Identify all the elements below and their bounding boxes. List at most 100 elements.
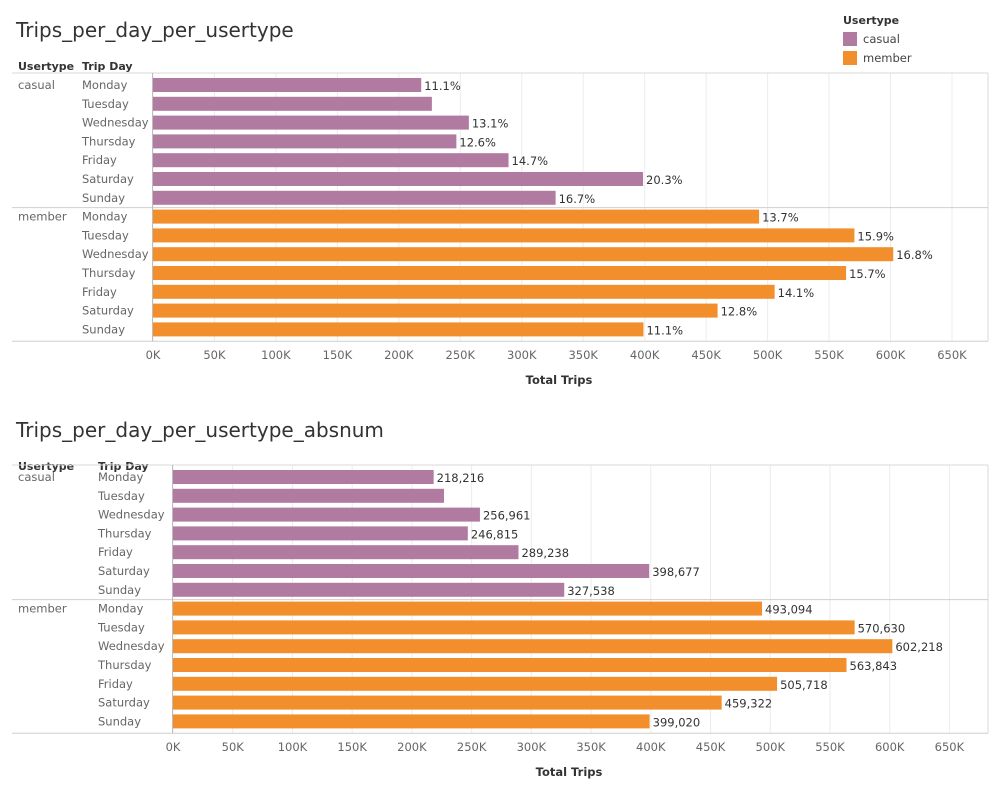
bar-casual-saturday	[153, 172, 644, 186]
bar-casual-sunday	[173, 582, 565, 597]
data-label: 602,218	[895, 640, 943, 654]
x-tick-label: 300K	[507, 348, 537, 362]
bar-casual-wednesday	[173, 507, 480, 522]
bar-member-tuesday	[173, 620, 855, 635]
day-label: Wednesday	[82, 247, 149, 261]
day-label: Saturday	[98, 696, 150, 710]
data-label: 15.9%	[857, 229, 894, 243]
day-label: Thursday	[81, 266, 136, 280]
data-label: 505,718	[780, 678, 828, 692]
data-label: 289,238	[521, 546, 569, 560]
data-label: 11.1%	[646, 323, 683, 337]
legend: Usertype casual member	[843, 14, 993, 67]
bar-member-sunday	[153, 322, 644, 337]
x-tick-label: 650K	[937, 348, 967, 362]
day-label: Sunday	[82, 191, 125, 205]
day-label: Friday	[82, 285, 117, 299]
x-tick-label: 500K	[753, 348, 783, 362]
day-label: Tuesday	[97, 620, 145, 634]
legend-label-casual: casual	[863, 31, 900, 46]
day-label: Saturday	[82, 304, 134, 318]
trip-day-column-header: Trip Day	[82, 60, 133, 73]
bar-member-monday	[173, 601, 763, 616]
x-axis-title: Total Trips	[536, 765, 603, 779]
data-label: 13.7%	[762, 211, 799, 225]
x-tick-label: 600K	[876, 348, 906, 362]
x-tick-label: 450K	[691, 348, 721, 362]
x-tick-label: 100K	[261, 348, 291, 362]
legend-swatch-casual	[843, 31, 857, 46]
day-label: Friday	[98, 545, 133, 559]
bar-member-saturday	[173, 695, 722, 710]
bar-casual-tuesday	[173, 488, 445, 503]
day-label: Saturday	[82, 172, 134, 186]
trip-day-column-header: Trip Day	[98, 460, 149, 473]
data-label: 16.7%	[559, 192, 596, 206]
bar-casual-friday	[153, 153, 509, 168]
usertype-column-header: Usertype	[18, 460, 75, 473]
data-label: 11.1%	[424, 79, 461, 93]
x-tick-label: 500K	[756, 740, 786, 754]
legend-label-member: member	[863, 50, 912, 65]
bar-member-tuesday	[153, 228, 855, 243]
bar-casual-wednesday	[153, 115, 469, 130]
data-label: 256,961	[483, 509, 531, 523]
x-tick-label: 350K	[576, 740, 606, 754]
day-label: Friday	[82, 153, 117, 167]
day-label: Thursday	[81, 134, 136, 148]
bar-member-saturday	[153, 303, 718, 318]
x-tick-label: 0K	[146, 348, 161, 362]
bar-member-friday	[153, 284, 775, 299]
day-label: Sunday	[82, 322, 125, 336]
x-tick-label: 350K	[568, 348, 598, 362]
bar-member-wednesday	[173, 639, 893, 654]
data-label: 218,216	[437, 471, 485, 485]
x-tick-label: 300K	[517, 740, 547, 754]
data-label: 399,020	[653, 715, 701, 729]
day-label: Tuesday	[81, 97, 129, 111]
bar-member-wednesday	[153, 247, 894, 262]
data-label: 398,677	[652, 565, 700, 579]
usertype-column-header: Usertype	[18, 60, 75, 73]
bar-casual-monday	[153, 78, 422, 92]
x-tick-label: 200K	[384, 348, 414, 362]
day-label: Tuesday	[81, 228, 129, 242]
data-label: 13.1%	[472, 117, 509, 131]
x-tick-label: 650K	[935, 740, 965, 754]
day-label: Monday	[98, 470, 144, 484]
chart-trips-per-day-percent: Trips_per_day_per_usertype Usertype Trip…	[12, 14, 993, 387]
x-tick-label: 450K	[696, 740, 726, 754]
usertype-label: member	[18, 210, 67, 224]
day-label: Sunday	[98, 714, 141, 728]
legend-item-casual[interactable]: casual	[843, 29, 993, 48]
x-tick-label: 550K	[815, 740, 845, 754]
data-label: 20.3%	[646, 173, 683, 187]
legend-item-member[interactable]: member	[843, 48, 993, 67]
x-tick-label: 50K	[222, 740, 245, 754]
day-label: Thursday	[97, 658, 152, 672]
bar-casual-thursday	[153, 134, 457, 149]
data-label: 12.6%	[459, 135, 496, 149]
usertype-label: casual	[18, 78, 55, 92]
x-tick-label: 600K	[875, 740, 905, 754]
data-label: 16.8%	[896, 248, 933, 262]
bar-member-thursday	[153, 266, 847, 280]
usertype-label: member	[18, 602, 67, 616]
x-tick-label: 250K	[457, 740, 487, 754]
data-label: 12.8%	[721, 305, 758, 319]
day-label: Friday	[98, 677, 133, 691]
legend-swatch-member	[843, 50, 857, 65]
bar-casual-friday	[173, 545, 519, 560]
x-tick-label: 200K	[397, 740, 427, 754]
bar-casual-tuesday	[153, 96, 432, 111]
x-tick-label: 50K	[203, 348, 226, 362]
data-label: 14.1%	[778, 286, 815, 300]
day-label: Monday	[98, 602, 144, 616]
data-label: 327,538	[567, 584, 615, 598]
data-label: 570,630	[858, 621, 906, 635]
bar-casual-sunday	[153, 190, 556, 205]
x-tick-label: 100K	[278, 740, 308, 754]
chart-title: Trips_per_day_per_usertype	[16, 18, 294, 42]
x-tick-label: 400K	[636, 740, 666, 754]
chart-trips-per-day-absnum: Trips_per_day_per_usertype_absnum Userty…	[0, 400, 999, 799]
